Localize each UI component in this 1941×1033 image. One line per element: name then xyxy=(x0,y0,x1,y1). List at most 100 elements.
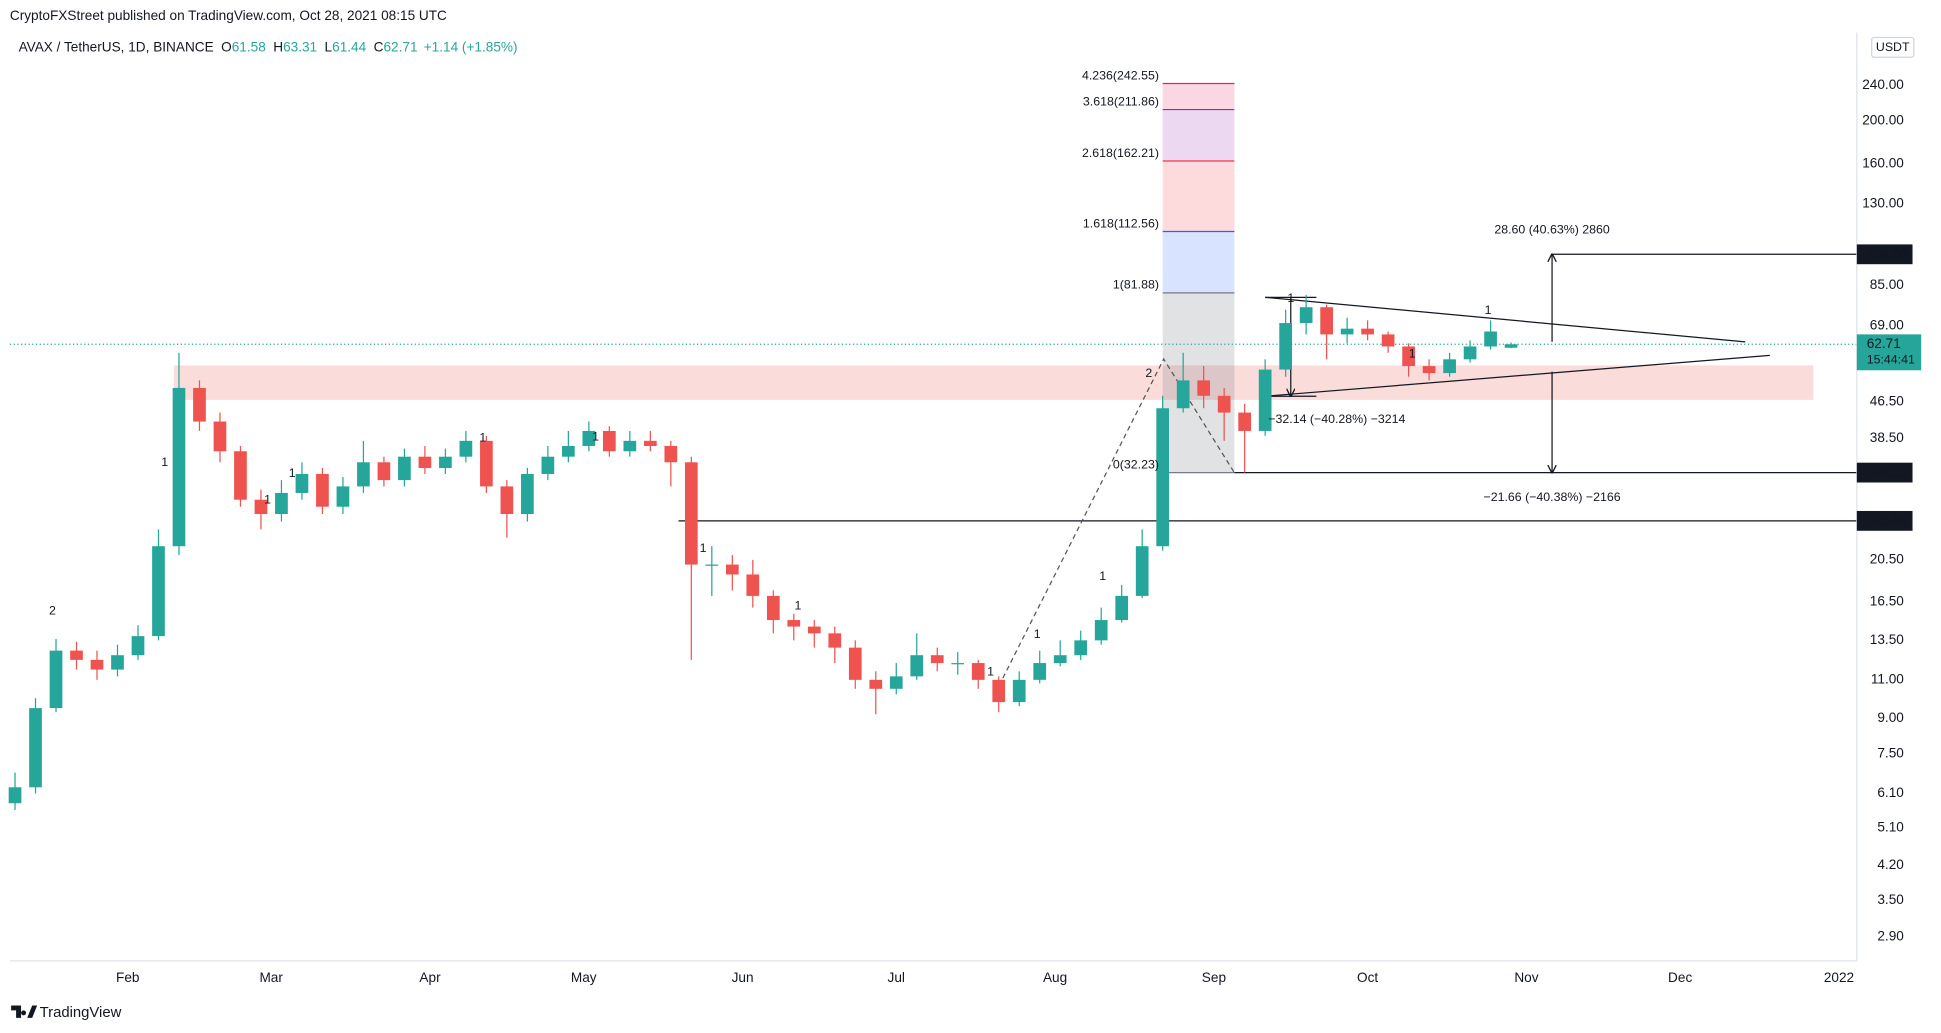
ohlc-value: 61.44 xyxy=(332,39,366,54)
candle-body xyxy=(562,445,575,457)
y-tick-label: 3.50 xyxy=(1877,892,1904,907)
candle-body xyxy=(49,650,63,709)
td-count: 1 xyxy=(1287,291,1294,305)
brand-logo xyxy=(11,1005,38,1018)
td-count: 1 xyxy=(987,664,994,678)
td-count: 1 xyxy=(1034,627,1041,641)
currency-box xyxy=(1871,36,1915,58)
y-tick-label: 85.00 xyxy=(1870,277,1904,292)
countdown: 15:44:41 xyxy=(1867,353,1915,367)
fib-label: 1.618(112.56) xyxy=(1083,216,1159,230)
y-tick-label: 6.10 xyxy=(1877,785,1904,800)
last-price-box xyxy=(1856,334,1922,371)
x-tick-label: Aug xyxy=(1043,970,1067,985)
candle-body xyxy=(541,456,555,474)
candle-body xyxy=(725,564,739,575)
candle-body xyxy=(1484,331,1497,347)
candle-body xyxy=(480,440,493,487)
candle-body xyxy=(500,486,514,515)
candle-body xyxy=(1176,380,1190,409)
candle-body xyxy=(1053,655,1067,664)
level-label: 100.00 xyxy=(1866,247,1908,262)
ohlc-value: 62.71 xyxy=(383,39,417,54)
level-box xyxy=(1856,244,1913,265)
x-tick-label: Sep xyxy=(1202,970,1226,985)
ohlc-key: L xyxy=(325,39,333,54)
y-tick-label: 2.90 xyxy=(1877,928,1904,943)
candle-body xyxy=(254,499,268,515)
y-tick-label: 13.50 xyxy=(1870,632,1904,647)
change: +1.14 (+1.85%) xyxy=(424,39,518,54)
candle-body xyxy=(459,440,473,457)
ohlc-value: 63.31 xyxy=(283,39,317,54)
candle-body xyxy=(1361,328,1374,335)
y-tick-label: 38.50 xyxy=(1870,430,1904,445)
ohlc-value: 61.58 xyxy=(232,39,266,54)
td-count: 1 xyxy=(289,466,296,480)
level-box xyxy=(1856,510,1913,531)
candle-body xyxy=(172,387,186,547)
candle-body xyxy=(951,663,965,665)
candle-body xyxy=(684,462,698,565)
candle-body xyxy=(664,445,678,463)
y-tick-label: 7.50 xyxy=(1877,745,1904,760)
x-tick-label: Jun xyxy=(732,970,754,985)
candle-body xyxy=(1258,369,1272,431)
candle-body xyxy=(1197,380,1211,396)
candle-body xyxy=(1299,307,1313,324)
fib-zone xyxy=(1162,83,1235,110)
candle-body xyxy=(295,473,309,493)
candle-body xyxy=(1504,344,1518,348)
candle-body xyxy=(377,462,391,481)
ohlc-key: C xyxy=(374,39,384,54)
symbol-legend: AVAX / TetherUS, 1D, BINANCE O61.58 H63.31… xyxy=(19,39,518,54)
td-count: 1 xyxy=(264,493,271,507)
candle-body xyxy=(1463,346,1477,360)
candle-body xyxy=(1217,395,1231,413)
symbol: AVAX / TetherUS, 1D, BINANCE xyxy=(19,39,214,54)
y-tick-label: 130.00 xyxy=(1862,195,1904,210)
candle-body xyxy=(910,655,924,677)
y-tick-label: 16.50 xyxy=(1870,593,1904,608)
candle-body xyxy=(152,546,165,637)
candle-body xyxy=(275,492,288,515)
level-label: 25.09 xyxy=(1874,513,1908,528)
x-tick-label: Feb xyxy=(116,970,139,985)
y-tick-label: 160.00 xyxy=(1862,155,1904,170)
candle-body xyxy=(521,473,534,515)
fib-label: 2.618(162.21) xyxy=(1082,146,1159,160)
candle-body xyxy=(1402,346,1415,367)
x-tick-label: 2022 xyxy=(1824,970,1854,985)
td-count: 1 xyxy=(794,599,801,613)
x-tick-label: Dec xyxy=(1668,970,1692,985)
candle-body xyxy=(971,663,985,680)
td-count: 1 xyxy=(161,455,168,469)
candle-body xyxy=(602,430,616,452)
candle-body xyxy=(807,626,821,634)
x-tick-label: Oct xyxy=(1357,970,1378,985)
zones xyxy=(173,83,1814,473)
fib-label: 0(32.23) xyxy=(1113,457,1159,471)
y-tick-label: 20.50 xyxy=(1870,551,1904,566)
axes: 240.00 200.00 160.00 130.00 85.00 69.00 46.50 3… xyxy=(116,77,1922,985)
candle-body xyxy=(131,636,145,656)
x-tick-label: Mar xyxy=(259,970,283,985)
wave-path xyxy=(1002,357,1235,679)
ohlc-key: H xyxy=(273,39,283,54)
candle-body xyxy=(90,659,104,670)
candle-body xyxy=(1012,679,1026,703)
x-tick-label: Apr xyxy=(419,970,441,985)
last-price-label: 62.71 xyxy=(1867,336,1901,351)
candle-body xyxy=(1422,366,1436,374)
x-tick-label: Jul xyxy=(888,970,905,985)
y-tick-label: 4.20 xyxy=(1877,857,1904,872)
candle-body xyxy=(398,456,411,481)
measure-label: 28.60 (40.63%) 2860 xyxy=(1494,223,1610,237)
published-note: CryptoFXStreet published on TradingView.… xyxy=(10,8,447,23)
candle-body xyxy=(582,430,596,446)
candle-body xyxy=(1340,328,1354,335)
measure-label: −21.66 (−40.38%) −2166 xyxy=(1484,490,1621,504)
candle-body xyxy=(930,655,944,664)
drawings xyxy=(9,82,1857,679)
